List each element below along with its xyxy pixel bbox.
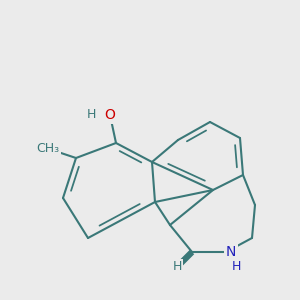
Text: CH₃: CH₃ bbox=[36, 142, 60, 154]
Text: H: H bbox=[172, 260, 182, 274]
Text: O: O bbox=[105, 108, 116, 122]
Text: H: H bbox=[86, 109, 96, 122]
Text: H: H bbox=[231, 260, 241, 274]
Text: N: N bbox=[226, 245, 236, 259]
